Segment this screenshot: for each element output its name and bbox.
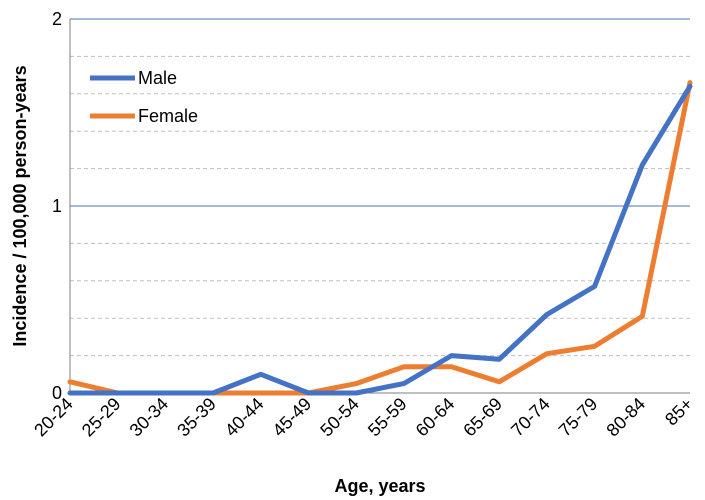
series-line-male <box>67 83 693 396</box>
legend: Male Female <box>90 68 198 126</box>
x-tick-label: 35-39 <box>173 394 220 441</box>
x-tick-label: 70-74 <box>507 394 554 441</box>
legend-label-female: Female <box>138 106 198 126</box>
x-tick-label: 45-49 <box>269 394 316 441</box>
y-tick-label: 0 <box>52 383 62 403</box>
legend-label-male: Male <box>138 68 177 88</box>
x-tick-label: 25-29 <box>78 394 125 441</box>
x-tick-labels: 20-24 25-29 30-34 35-39 40-44 45-49 50-54 55-59… <box>30 394 697 441</box>
x-tick-label: 55-59 <box>364 394 411 441</box>
y-tick-label: 2 <box>52 9 62 29</box>
y-axis-label: Incidence / 100,000 person-years <box>10 65 30 346</box>
series-line-female <box>67 80 693 396</box>
x-tick-label: 80-84 <box>602 394 649 441</box>
series-lines <box>67 80 693 396</box>
y-tick-labels: 0 1 2 <box>52 9 62 403</box>
gridlines <box>70 18 690 357</box>
x-axis-label: Age, years <box>334 476 425 496</box>
x-tick-label: 65-69 <box>459 394 506 441</box>
x-tick-label: 85+ <box>661 394 697 430</box>
x-tick-label: 40-44 <box>221 394 268 441</box>
x-tick-label: 50-54 <box>316 394 363 441</box>
x-tick-label: 75-79 <box>555 394 602 441</box>
x-tick-label: 30-34 <box>126 394 173 441</box>
y-tick-label: 1 <box>52 196 62 216</box>
x-tick-label: 60-64 <box>412 394 459 441</box>
